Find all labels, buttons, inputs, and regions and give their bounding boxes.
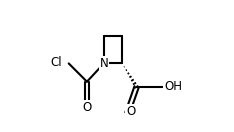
Text: O: O (82, 101, 91, 114)
Text: Cl: Cl (51, 56, 62, 69)
Text: N: N (99, 57, 108, 70)
Text: O: O (126, 105, 135, 118)
Text: OH: OH (164, 80, 182, 93)
